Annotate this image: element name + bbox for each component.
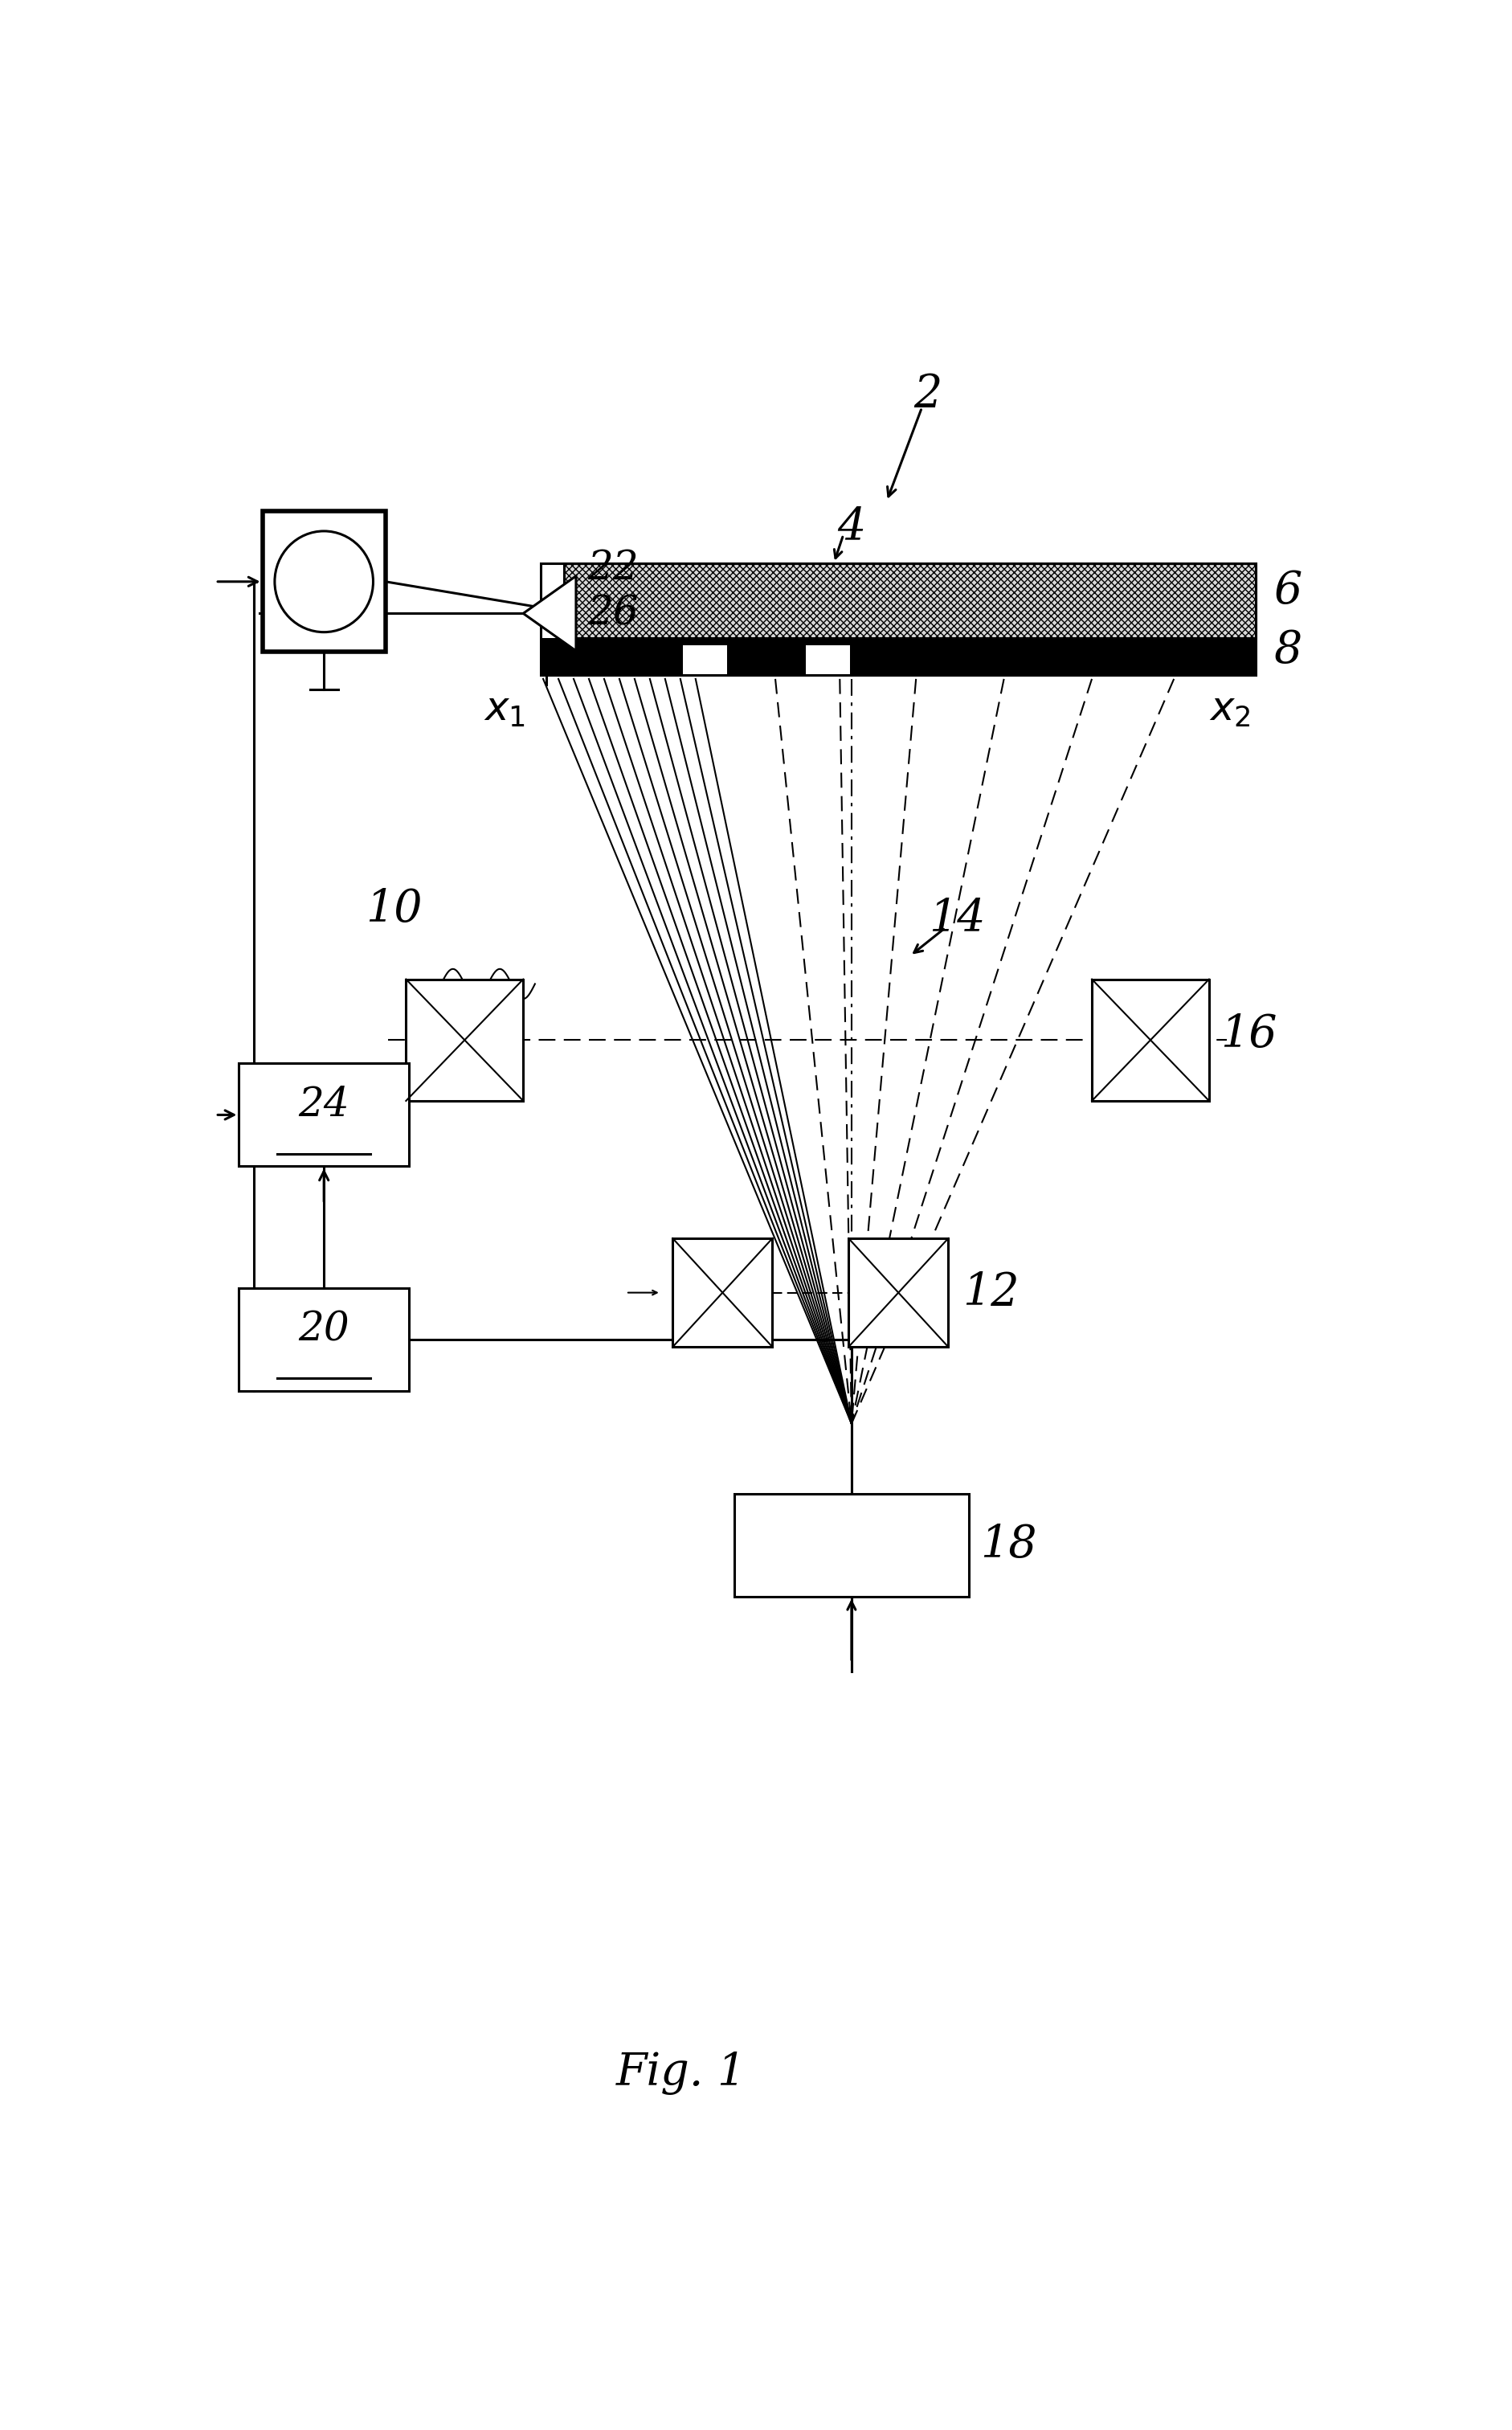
Bar: [541, 637, 1255, 676]
Text: 8: 8: [1273, 629, 1302, 673]
Text: Fig. 1: Fig. 1: [615, 2051, 747, 2095]
Bar: [405, 979, 523, 1101]
Text: 22: 22: [587, 549, 638, 588]
Text: 6: 6: [1273, 569, 1302, 612]
Bar: [564, 564, 1255, 637]
Text: 10: 10: [366, 887, 422, 931]
Text: 16: 16: [1220, 1013, 1276, 1057]
Text: 26: 26: [587, 593, 638, 634]
Bar: [733, 1494, 968, 1597]
Text: 18: 18: [980, 1524, 1037, 1567]
Text: 2: 2: [913, 372, 942, 416]
Bar: [262, 510, 386, 651]
Bar: [1092, 979, 1208, 1101]
Bar: [806, 646, 850, 676]
Ellipse shape: [275, 532, 373, 632]
Bar: [682, 646, 727, 676]
Bar: [848, 1239, 948, 1346]
Bar: [673, 1239, 773, 1346]
Text: 4: 4: [838, 505, 865, 549]
Text: $x_2$: $x_2$: [1208, 690, 1250, 729]
Text: 20: 20: [298, 1310, 349, 1351]
Text: 12: 12: [963, 1271, 1019, 1315]
Bar: [239, 1064, 408, 1166]
Text: 14: 14: [928, 897, 984, 940]
Text: $x_1$: $x_1$: [484, 690, 525, 729]
Polygon shape: [523, 576, 576, 651]
Bar: [239, 1288, 408, 1390]
Bar: [541, 564, 1255, 676]
Text: 24: 24: [298, 1086, 349, 1125]
